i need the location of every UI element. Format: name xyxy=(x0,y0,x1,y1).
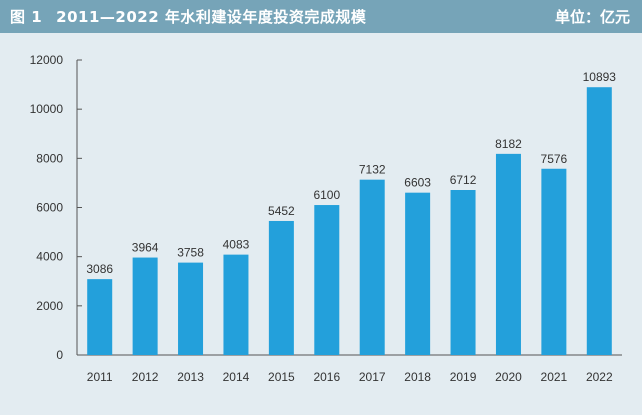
bar-2017 xyxy=(359,179,385,355)
bar-2015 xyxy=(268,220,294,355)
bar-2022 xyxy=(586,87,612,355)
data-label-2012: 3964 xyxy=(132,241,159,255)
data-label-2019: 6712 xyxy=(450,173,477,187)
data-label-2014: 4083 xyxy=(223,238,250,252)
data-label-2013: 3758 xyxy=(177,246,204,260)
x-tick-label-2016: 2016 xyxy=(313,370,340,384)
bar-2014 xyxy=(223,254,249,355)
data-label-2021: 7576 xyxy=(541,152,568,166)
figure-label: 图 1 xyxy=(10,8,43,26)
bar-2012 xyxy=(132,257,158,355)
unit-label: 单位：亿元 xyxy=(554,8,630,26)
data-label-2020: 8182 xyxy=(495,137,522,151)
bar-2019 xyxy=(450,189,476,355)
y-tick-label: 12000 xyxy=(30,53,64,67)
y-tick-label: 6000 xyxy=(36,201,63,215)
bar-series xyxy=(87,87,612,355)
bar-chart: 0 2000 4000 6000 8000 10000 12000 2011 2012 2013… xyxy=(30,53,622,384)
x-tick-label-2017: 2017 xyxy=(359,370,386,384)
y-tick-label: 8000 xyxy=(36,151,63,165)
data-label-2011: 3086 xyxy=(86,262,113,276)
data-label-2018: 6603 xyxy=(404,176,431,190)
x-tick-label-2019: 2019 xyxy=(450,370,477,384)
data-label-2015: 5452 xyxy=(268,204,295,218)
x-tick-label-2013: 2013 xyxy=(177,370,204,384)
x-tick-label-2011: 2011 xyxy=(87,370,113,384)
y-tick-label: 4000 xyxy=(36,250,63,264)
data-label-2016: 6100 xyxy=(313,188,340,202)
y-tick-label: 10000 xyxy=(30,102,64,116)
figure-header: 图 1 2011—2022 年水利建设年度投资完成规模 单位：亿元 xyxy=(0,0,642,33)
bar-2013 xyxy=(178,262,204,355)
bar-2020 xyxy=(495,153,521,355)
data-labels: 3086 3964 3758 4083 5452 6100 7132 6603 6712 8182… xyxy=(86,70,616,276)
y-tick-label: 2000 xyxy=(36,299,63,313)
x-tick-label-2021: 2021 xyxy=(541,370,568,384)
x-tick-label-2014: 2014 xyxy=(223,370,250,384)
bar-2021 xyxy=(541,168,567,355)
bar-2016 xyxy=(314,205,340,355)
x-tick-label-2022: 2022 xyxy=(586,370,613,384)
x-axis: 2011 2012 2013 2014 2015 2016 2017 2018 2019 2020… xyxy=(77,354,622,384)
figure-title: 2011—2022 年水利建设年度投资完成规模 xyxy=(56,8,367,26)
y-axis: 0 2000 4000 6000 8000 10000 12000 xyxy=(30,53,82,362)
bar-2011 xyxy=(87,279,113,355)
bar-2018 xyxy=(405,192,431,355)
x-tick-label-2020: 2020 xyxy=(495,370,522,384)
data-label-2022: 10893 xyxy=(583,70,617,84)
x-tick-label-2012: 2012 xyxy=(132,370,159,384)
figure-title-group: 图 1 2011—2022 年水利建设年度投资完成规模 xyxy=(10,6,366,27)
x-tick-label-2018: 2018 xyxy=(404,370,431,384)
data-label-2017: 7132 xyxy=(359,163,386,177)
y-tick-label: 0 xyxy=(56,348,63,362)
x-tick-label-2015: 2015 xyxy=(268,370,295,384)
